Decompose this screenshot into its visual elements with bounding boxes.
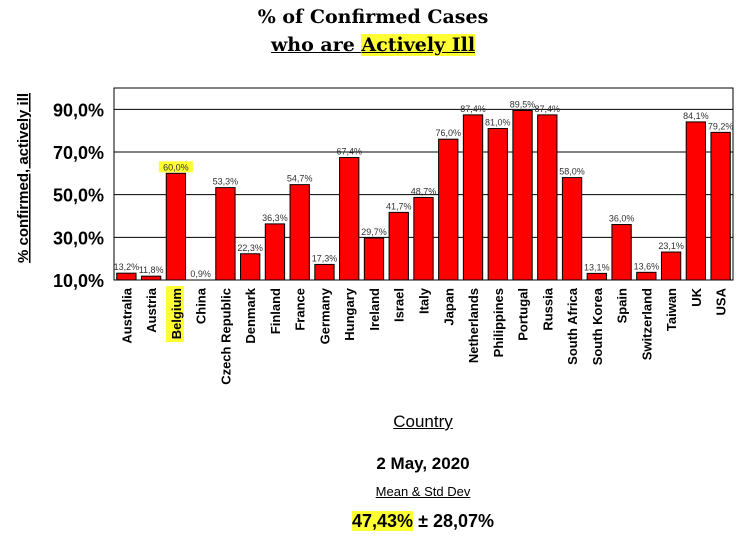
bar-czech-republic xyxy=(215,187,236,281)
value-label: 60,0% xyxy=(163,162,189,172)
value-label: 13,2% xyxy=(114,262,140,272)
stat-label: Mean & Std Dev xyxy=(375,484,471,499)
x-tick-labels: Australia Austria Belgium China Czech Republ… xyxy=(119,286,729,385)
chart-title: % of Confirmed Cases xyxy=(257,6,489,28)
bar-south-africa xyxy=(561,177,583,281)
x-tick-label: China xyxy=(194,287,209,324)
value-label: 53,3% xyxy=(213,177,239,187)
value-label: 81,0% xyxy=(485,118,511,128)
value-label: 84,1% xyxy=(683,111,709,121)
bar-australia xyxy=(116,272,137,281)
bar-hungary xyxy=(339,157,360,281)
x-tick-label: Switzerland xyxy=(639,288,654,360)
x-tick-label: USA xyxy=(714,287,729,315)
value-label: 13,6% xyxy=(634,261,660,271)
x-tick-label: Belgium xyxy=(169,288,184,339)
bar-usa xyxy=(710,131,731,281)
value-label: 36,3% xyxy=(262,213,288,223)
x-tick-label: Hungary xyxy=(342,287,357,341)
value-label: 0,9% xyxy=(190,269,211,279)
bar-israel xyxy=(388,211,409,281)
y-tick-label: 30,0% xyxy=(53,228,104,248)
x-tick-label: Israel xyxy=(392,288,407,322)
value-label: 54,7% xyxy=(287,174,313,184)
x-tick-label: Denmark xyxy=(243,287,258,343)
bar-finland xyxy=(264,223,286,281)
value-label: 41,7% xyxy=(386,201,412,211)
value-label: 48,7% xyxy=(411,186,437,196)
subtitle-highlight: Actively Ill xyxy=(361,34,476,56)
x-tick-label: Netherlands xyxy=(466,288,481,363)
x-tick-label: Philippines xyxy=(491,288,506,357)
x-tick-label: Austria xyxy=(144,287,159,333)
x-tick-label: France xyxy=(293,288,308,331)
x-tick-label: Finland xyxy=(268,288,283,334)
value-label: 11,8% xyxy=(139,265,164,275)
value-label: 58,0% xyxy=(559,167,585,177)
value-label: 29,7% xyxy=(361,227,387,237)
bar-chart: 13,2% 11,8% 60,0% 0,9% 53,3% 22,3% 36,3% 54,7% 1… xyxy=(15,87,734,385)
mean-value: 47,43% xyxy=(352,511,414,531)
bar-uk xyxy=(685,121,707,281)
value-label: 17,3% xyxy=(312,253,338,263)
x-tick-label: Portugal xyxy=(516,288,531,341)
chart-subtitle: who are Actively Ill xyxy=(0,34,746,56)
value-label: 23,1% xyxy=(658,241,684,251)
bar-philippines xyxy=(487,128,508,281)
std-value: ± 28,07% xyxy=(413,511,494,531)
x-tick-label: Russia xyxy=(540,287,555,330)
bar-portugal xyxy=(512,109,533,281)
x-tick-label: Ireland xyxy=(367,288,382,331)
bar-austria xyxy=(140,275,162,281)
y-tick-label: 70,0% xyxy=(53,143,104,163)
x-tick-label: South Africa xyxy=(565,287,580,365)
x-tick-highlight xyxy=(165,286,184,342)
bar-belgium xyxy=(165,172,187,281)
y-axis-label: % confirmed, actively ill xyxy=(15,93,32,263)
bar-germany xyxy=(314,263,335,281)
x-tick-label: Taiwan xyxy=(664,288,679,331)
value-label: 87,4% xyxy=(460,104,486,114)
x-tick-label: South Korea xyxy=(590,287,605,365)
value-label: 67,4% xyxy=(336,147,362,157)
value-label: 13,1% xyxy=(584,262,610,272)
bar-denmark xyxy=(240,253,261,281)
bar-russia xyxy=(537,114,558,281)
bar-italy xyxy=(413,196,434,281)
value-label: 87,4% xyxy=(535,104,561,114)
bar-switzerland xyxy=(636,271,657,281)
mean-std-stat: 47,43% ± 28,07% xyxy=(200,511,646,532)
y-tick-label: 50,0% xyxy=(53,186,104,206)
x-tick-label: Japan xyxy=(441,288,456,326)
x-tick-label: Italy xyxy=(417,287,432,314)
y-tick-label: 90,0% xyxy=(53,100,104,120)
bar-ireland xyxy=(363,237,385,281)
value-label: 79,2% xyxy=(708,121,734,131)
x-tick-label: Czech Republic xyxy=(218,288,233,385)
bar-taiwan xyxy=(660,251,682,281)
value-label: 22,3% xyxy=(237,243,263,253)
value-label: 89,5% xyxy=(510,99,536,109)
value-label-highlight xyxy=(158,161,193,173)
bar-spain xyxy=(611,224,632,281)
x-tick-label: Australia xyxy=(119,287,134,343)
y-tick-labels: 10,0% 30,0% 50,0% 70,0% 90,0% xyxy=(53,100,104,291)
x-axis-label: Country xyxy=(393,412,453,431)
y-tick-label: 10,0% xyxy=(53,271,104,291)
chart-date: 2 May, 2020 xyxy=(376,454,470,473)
bar-south-korea xyxy=(586,272,607,281)
bar-france xyxy=(289,184,310,281)
value-label: 76,0% xyxy=(435,128,461,138)
bar-netherlands xyxy=(462,114,484,281)
x-tick-label: UK xyxy=(689,287,704,306)
value-label: 36,0% xyxy=(609,214,635,224)
value-labels: 13,2% 11,8% 60,0% 0,9% 53,3% 22,3% 36,3% 54,7% 1… xyxy=(114,99,734,279)
plot-frame xyxy=(113,87,734,281)
x-tick-label: Spain xyxy=(615,288,630,323)
subtitle-prefix: who are xyxy=(270,34,362,56)
x-tick-label: Germany xyxy=(317,287,332,344)
bar-japan xyxy=(438,138,459,281)
